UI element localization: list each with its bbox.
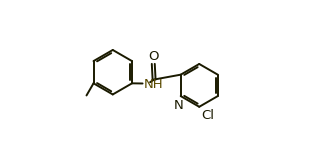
Text: Cl: Cl [201, 109, 214, 122]
Text: N: N [174, 99, 184, 112]
Text: NH: NH [144, 78, 164, 91]
Text: O: O [148, 50, 158, 63]
